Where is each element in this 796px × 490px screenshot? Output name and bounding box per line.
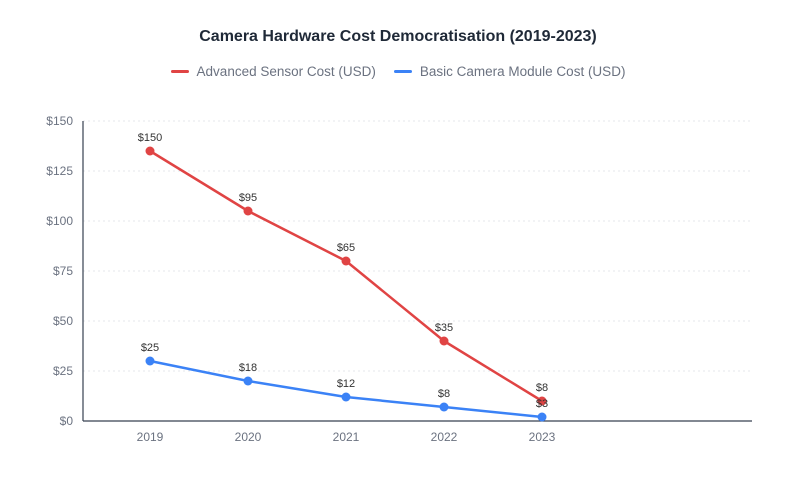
data-point (243, 206, 253, 216)
legend-label-basic: Basic Camera Module Cost (USD) (419, 64, 626, 79)
data-point (439, 402, 449, 412)
data-point (341, 256, 351, 266)
x-tick-label: 2022 (431, 430, 458, 444)
data-point (145, 356, 155, 366)
data-label: $18 (239, 362, 257, 374)
legend-swatch-advanced (170, 70, 189, 73)
data-label: $150 (138, 132, 162, 144)
x-tick-label: 2023 (529, 430, 556, 444)
y-tick-label: $0 (60, 414, 74, 428)
legend-swatch-basic (393, 70, 412, 73)
data-label: $3 (536, 398, 548, 410)
data-label: $65 (337, 242, 355, 254)
data-point (341, 392, 351, 402)
data-point (537, 412, 547, 422)
x-tick-label: 2019 (137, 430, 164, 444)
data-label: $8 (438, 388, 450, 400)
data-label: $25 (141, 342, 159, 354)
series-line-advanced (149, 149, 543, 403)
data-point (145, 146, 155, 156)
legend-item-basic[interactable]: Basic Camera Module Cost (USD) (393, 64, 626, 79)
data-label: $35 (435, 322, 453, 334)
data-label: $12 (337, 378, 355, 390)
y-tick-label: $100 (46, 214, 73, 228)
y-tick-label: $50 (53, 314, 73, 328)
chart-title: Camera Hardware Cost Democratisation (20… (199, 28, 597, 45)
data-label: $95 (239, 192, 257, 204)
y-tick-label: $75 (53, 264, 73, 278)
legend-label-advanced: Advanced Sensor Cost (USD) (196, 64, 376, 79)
legend-item-advanced[interactable]: Advanced Sensor Cost (USD) (170, 64, 376, 79)
data-point (243, 376, 253, 386)
x-tick-label: 2020 (235, 430, 262, 444)
data-point (537, 396, 547, 406)
y-tick-label: $25 (53, 364, 73, 378)
data-label: $8 (536, 382, 548, 394)
data-point (439, 336, 449, 346)
legend: Advanced Sensor Cost (USD) Basic Camera … (0, 64, 796, 79)
y-tick-label: $125 (46, 164, 73, 178)
y-tick-label: $150 (46, 114, 73, 128)
x-tick-label: 2021 (333, 430, 360, 444)
